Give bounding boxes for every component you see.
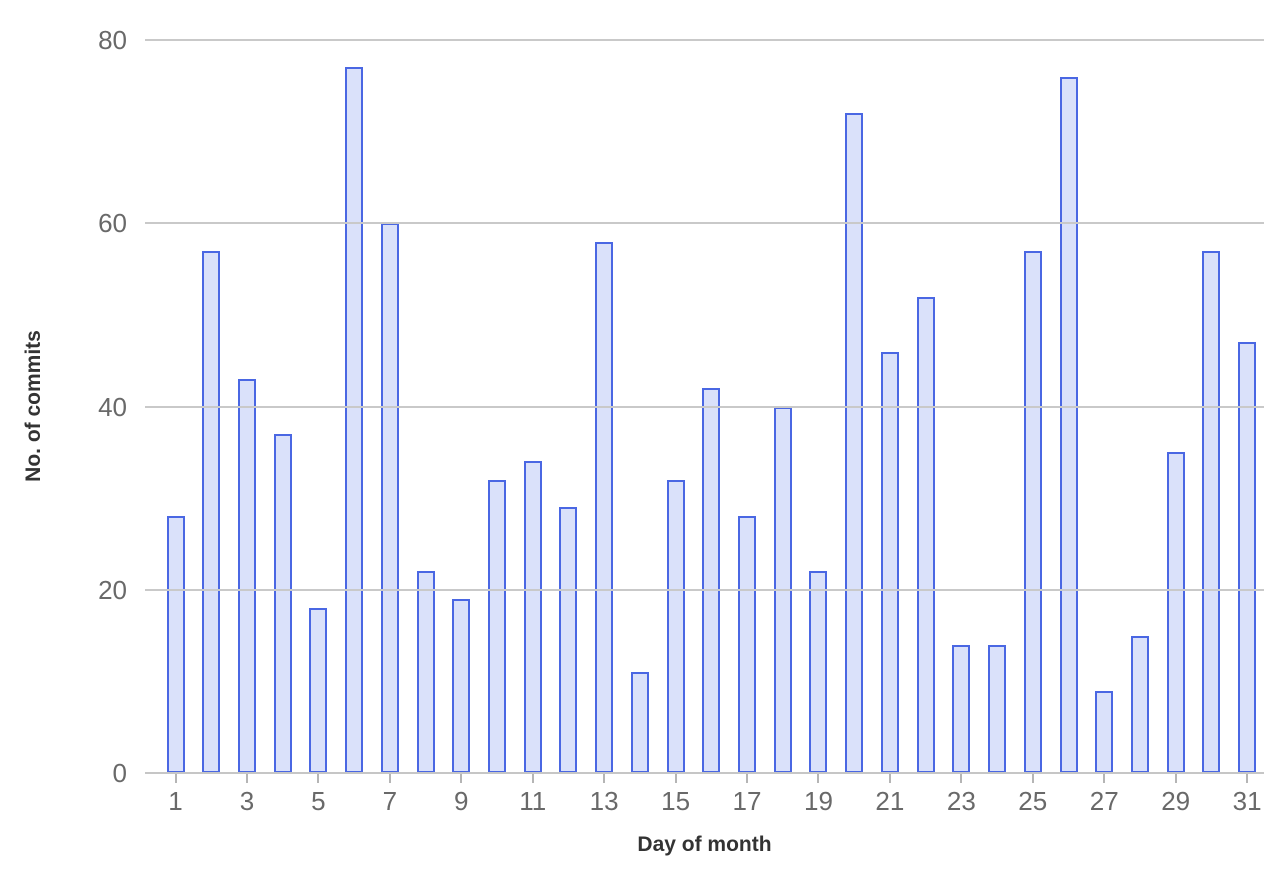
bar-day-1	[166, 516, 185, 773]
x-tick-mark-27	[1103, 774, 1106, 783]
x-tick-mark-25	[1031, 774, 1034, 783]
x-tick-mark-11	[531, 774, 534, 783]
bar-day-2	[202, 250, 221, 773]
gridline-80	[145, 39, 1264, 41]
x-tick-mark-17	[746, 774, 749, 783]
bar-day-16	[702, 388, 721, 773]
bar-day-21	[880, 351, 899, 773]
x-tick-label-7: 7	[382, 786, 398, 816]
x-tick-mark-21	[888, 774, 891, 783]
bar-day-14	[630, 672, 649, 773]
x-tick-label-3: 3	[239, 786, 255, 816]
bar-day-10	[487, 479, 506, 773]
bar-day-7	[380, 223, 399, 773]
bar-day-12	[559, 507, 578, 773]
bar-day-28	[1130, 635, 1149, 773]
x-tick-mark-3	[245, 774, 248, 783]
x-tick-label-1: 1	[168, 786, 183, 816]
x-tick-mark-9	[460, 774, 463, 783]
bar-day-25	[1023, 250, 1042, 773]
bar-day-13	[595, 241, 614, 773]
bar-day-29	[1166, 452, 1185, 773]
x-tick-mark-13	[603, 774, 606, 783]
bar-day-27	[1095, 690, 1114, 773]
x-tick-label-15: 15	[661, 786, 691, 816]
x-tick-mark-15	[674, 774, 677, 783]
bar-day-22	[916, 296, 935, 773]
x-tick-mark-7	[388, 774, 391, 783]
x-tick-label-19: 19	[803, 786, 833, 816]
y-tick-label-80: 80	[98, 25, 127, 55]
x-tick-mark-31	[1246, 774, 1249, 783]
y-tick-label-0: 0	[112, 758, 127, 788]
gridline-60	[145, 222, 1264, 225]
x-tick-label-9: 9	[454, 786, 469, 816]
x-tick-mark-23	[960, 774, 963, 783]
bar-day-17	[738, 516, 757, 773]
bar-day-19	[809, 571, 828, 773]
bar-day-4	[273, 433, 292, 773]
x-tick-mark-1	[174, 774, 177, 783]
y-tick-label-20: 20	[98, 574, 127, 605]
x-tick-label-21: 21	[875, 786, 905, 816]
bar-day-30	[1202, 250, 1221, 773]
bar-day-11	[523, 461, 542, 773]
gridline-20	[145, 588, 1264, 591]
bar-day-9	[452, 598, 471, 773]
y-tick-label-40: 40	[98, 391, 127, 422]
x-axis-title: Day of month	[637, 833, 772, 856]
bar-day-31	[1238, 342, 1257, 773]
x-tick-label-25: 25	[1018, 786, 1048, 816]
bar-day-26	[1059, 76, 1078, 773]
bar-day-24	[988, 644, 1007, 773]
x-tick-label-29: 29	[1161, 786, 1191, 816]
x-tick-label-27: 27	[1089, 786, 1119, 816]
x-tick-label-11: 11	[519, 786, 547, 816]
bar-day-23	[952, 644, 971, 773]
bar-day-3	[237, 379, 256, 773]
x-tick-label-13: 13	[589, 786, 619, 816]
bar-day-20	[845, 113, 864, 773]
bar-day-5	[309, 608, 328, 773]
bar-day-6	[345, 67, 364, 773]
x-tick-mark-29	[1174, 774, 1177, 783]
x-tick-label-31: 31	[1232, 786, 1262, 816]
x-tick-label-5: 5	[311, 786, 326, 816]
bar-day-8	[416, 571, 435, 773]
x-tick-label-17: 17	[732, 786, 762, 816]
bar-day-15	[666, 479, 685, 773]
x-tick-mark-5	[317, 774, 320, 783]
x-tick-mark-19	[817, 774, 820, 783]
gridline-40	[145, 405, 1264, 408]
y-tick-label-60: 60	[98, 208, 127, 239]
x-axis-baseline	[145, 772, 1264, 774]
x-tick-label-23: 23	[946, 786, 976, 816]
